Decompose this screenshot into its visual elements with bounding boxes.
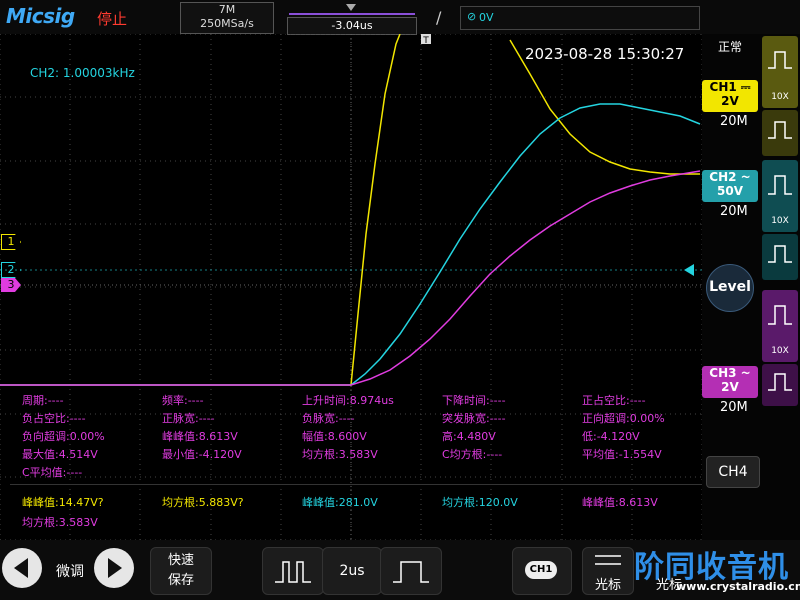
ch2-control[interactable]: 10X bbox=[762, 160, 798, 232]
meas-pos-width: 正脉宽:---- bbox=[162, 412, 215, 425]
meas-rise-time: 上升时间:8.974us bbox=[302, 394, 394, 407]
ch2-ac-control[interactable] bbox=[762, 234, 798, 280]
ch2-bandwidth: 20M bbox=[720, 204, 748, 219]
ch1-ac-control[interactable] bbox=[762, 110, 798, 156]
trigger-position-slider[interactable] bbox=[287, 2, 417, 16]
timebase-increase-button[interactable] bbox=[380, 547, 442, 595]
ch2-offset-marker[interactable]: 2 bbox=[1, 262, 21, 278]
trigger-coupling-icon: ⊘ bbox=[467, 10, 477, 23]
ch1-waveform bbox=[0, 34, 401, 386]
meas-rms: 均方根:3.583V bbox=[302, 448, 378, 461]
meas-peak-peak: 峰峰值:8.613V bbox=[162, 430, 238, 443]
fine-label: 微调 bbox=[56, 564, 84, 580]
meas-neg-duty: 负占空比:---- bbox=[22, 412, 86, 425]
timebase-decrease-button[interactable] bbox=[262, 547, 324, 595]
channel-select-button[interactable]: CH1 bbox=[512, 547, 572, 595]
ch3-pulse-icon: 10X bbox=[768, 305, 792, 356]
meas-pos-duty: 正占空比:---- bbox=[582, 394, 646, 407]
summary-ch2-pkpk: 峰峰值:281.0V bbox=[302, 496, 378, 509]
run-stop-status[interactable]: 停止 bbox=[97, 10, 128, 28]
meas-cycle-mean: C平均值:---- bbox=[22, 466, 83, 479]
ch1-waveform-decay bbox=[509, 39, 700, 175]
meas-fall-time: 下降时间:---- bbox=[442, 394, 506, 407]
timestamp: 2023-08-28 15:30:27 bbox=[525, 45, 685, 63]
status-text: 正常 bbox=[718, 40, 743, 54]
acquisition-info[interactable]: 7M 250MSa/s bbox=[180, 2, 274, 34]
summary-ch1-rms: 均方根:5.883V? bbox=[162, 496, 244, 509]
timebase-display[interactable]: 2us bbox=[322, 547, 382, 595]
meas-burst-width: 突发脉宽:---- bbox=[442, 412, 506, 425]
meas-amplitude: 幅值:8.600V bbox=[302, 430, 367, 443]
frequency-readout: CH2: 1.00003kHz bbox=[30, 66, 135, 80]
ch3-offset-marker[interactable]: 3 bbox=[1, 278, 21, 292]
ch2-pulse-icon: 10X bbox=[768, 175, 792, 226]
level-knob[interactable]: Level bbox=[706, 264, 754, 312]
right-arrow-icon bbox=[108, 558, 122, 578]
trigger-edge-icon[interactable]: / bbox=[436, 8, 442, 27]
watermark-logo: 阶同收音机 bbox=[634, 550, 789, 585]
top-bar: Micsig 停止 7M 250MSa/s -3.04us / ⊘ 0V bbox=[0, 0, 800, 35]
svg-text:10X: 10X bbox=[771, 92, 789, 102]
channel-panel: 正常 10X CH1 ⎓ 2V 20M 10X CH2 ~50V 20M Leve… bbox=[702, 34, 800, 540]
narrow-pulse-icon bbox=[275, 561, 311, 583]
ch1-badge: CH1 bbox=[525, 561, 557, 579]
extra-cursor-label: 光标 bbox=[656, 578, 683, 593]
watermark-url: www.crystalradio.cn bbox=[676, 580, 800, 593]
waveform-display[interactable]: T bbox=[0, 34, 702, 540]
ch4-button[interactable]: CH4 bbox=[706, 456, 760, 488]
fine-increase-button[interactable] bbox=[94, 548, 134, 588]
meas-low: 低:-4.120V bbox=[582, 430, 640, 443]
sample-rate: 250MSa/s bbox=[200, 17, 254, 30]
ch3-ac-control[interactable] bbox=[762, 364, 798, 406]
ch2-chip[interactable]: CH2 ~50V bbox=[702, 170, 758, 202]
summary-ch3-rms: 均方根:3.583V bbox=[22, 516, 98, 529]
ch1-pulse-icon: 10X bbox=[768, 51, 792, 102]
cursor-icon bbox=[595, 555, 621, 565]
ch3-bandwidth: 20M bbox=[720, 400, 748, 415]
meas-neg-width: 负脉宽:---- bbox=[302, 412, 355, 425]
svg-text:T: T bbox=[422, 36, 429, 46]
meas-cycle-rms: C均方根:---- bbox=[442, 448, 503, 461]
meas-min: 最小值:-4.120V bbox=[162, 448, 242, 461]
svg-text:10X: 10X bbox=[771, 346, 789, 356]
ch1-offset-marker[interactable]: 1 bbox=[1, 234, 21, 250]
ch1-chip[interactable]: CH1 ⎓ 2V bbox=[702, 80, 758, 112]
meas-mean: 平均值:-1.554V bbox=[582, 448, 662, 461]
level-label: Level bbox=[709, 279, 751, 295]
ch2-waveform bbox=[0, 103, 701, 386]
trigger-position[interactable]: -3.04us bbox=[287, 17, 417, 35]
quick-save-button[interactable]: 快速 保存 bbox=[150, 547, 212, 595]
trigger-position-marker-icon bbox=[346, 4, 356, 11]
ch1-control[interactable]: 10X bbox=[762, 36, 798, 108]
ch3-control[interactable]: 10X bbox=[762, 290, 798, 362]
ch3-chip[interactable]: CH3 ~2V bbox=[702, 366, 758, 398]
trigger-level: 0V bbox=[479, 11, 494, 24]
meas-max: 最大值:4.514V bbox=[22, 448, 98, 461]
meas-frequency: 频率:---- bbox=[162, 394, 204, 407]
wide-pulse-icon bbox=[393, 561, 429, 583]
cursor-button[interactable]: 光标 bbox=[582, 547, 634, 595]
left-arrow-icon bbox=[14, 558, 28, 578]
memory-depth: 7M bbox=[218, 3, 236, 16]
trigger-time-marker-icon bbox=[421, 34, 431, 44]
meas-high: 高:4.480V bbox=[442, 430, 496, 443]
fine-decrease-button[interactable] bbox=[2, 548, 42, 588]
meas-period: 周期:---- bbox=[22, 394, 64, 407]
bottom-toolbar: 微调 快速 保存 2us CH1 光标 阶同收音机 光标 www.crystal… bbox=[0, 540, 800, 600]
brand-logo: Micsig bbox=[6, 4, 75, 28]
trigger-level-box[interactable]: ⊘ 0V bbox=[460, 6, 700, 30]
trigger-level-marker-icon[interactable] bbox=[684, 264, 694, 276]
summary-ch1-pkpk: 峰峰值:14.47V? bbox=[22, 496, 104, 509]
meas-neg-overshoot: 负向超调:0.00% bbox=[22, 430, 105, 443]
summary-ch3-pkpk: 峰峰值:8.613V bbox=[582, 496, 658, 509]
measurement-panel[interactable]: 周期:---- 频率:---- 上升时间:8.974us 下降时间:---- 正… bbox=[0, 388, 702, 538]
summary-ch2-rms: 均方根:120.0V bbox=[442, 496, 518, 509]
ch3-waveform bbox=[0, 170, 701, 386]
ch1-bandwidth: 20M bbox=[720, 114, 748, 129]
meas-pos-overshoot: 正向超调:0.00% bbox=[582, 412, 665, 425]
svg-text:10X: 10X bbox=[771, 216, 789, 226]
